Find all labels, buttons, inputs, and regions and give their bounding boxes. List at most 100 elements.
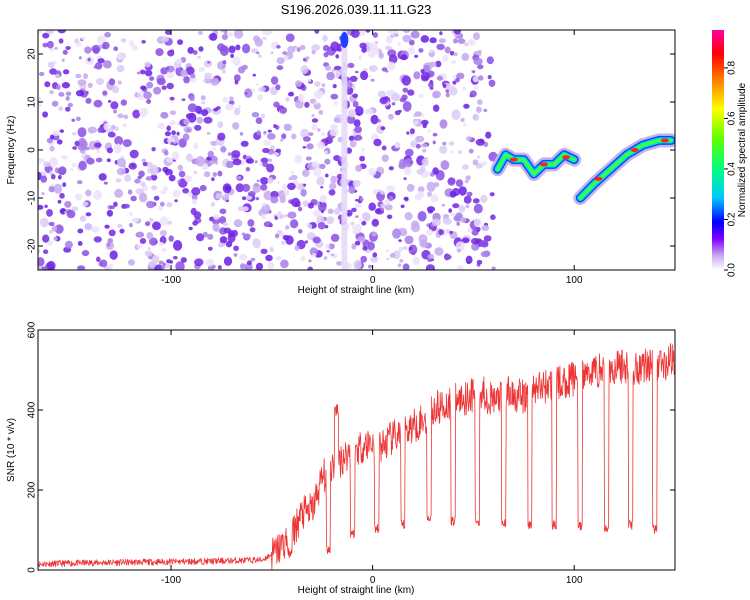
noise-speck	[449, 86, 458, 96]
noise-speck	[287, 46, 296, 53]
spectrogram-signal-track	[490, 133, 675, 205]
noise-speck	[417, 186, 425, 193]
noise-speck	[463, 103, 470, 109]
noise-speck	[223, 256, 233, 266]
noise-speck	[177, 164, 183, 171]
noise-speck	[64, 240, 73, 249]
noise-speck	[311, 49, 316, 55]
noise-speck	[462, 122, 467, 127]
noise-speck	[404, 148, 414, 157]
noise-speck	[333, 117, 341, 123]
noise-speck	[262, 161, 269, 168]
noise-speck	[114, 126, 120, 131]
noise-speck	[48, 157, 58, 168]
noise-speck	[362, 212, 371, 222]
noise-speck	[289, 219, 299, 229]
noise-speck	[103, 181, 108, 185]
noise-speck	[138, 192, 148, 203]
noise-speck	[269, 247, 274, 252]
noise-speck	[76, 116, 81, 122]
noise-speck	[294, 245, 300, 251]
noise-speck	[96, 256, 101, 263]
track-core	[578, 138, 673, 200]
noise-speck	[180, 69, 188, 78]
noise-speck	[388, 54, 398, 64]
noise-speck	[476, 226, 481, 232]
y-tick-label: 10	[27, 96, 38, 108]
noise-speck	[461, 52, 470, 61]
noise-speck	[116, 65, 125, 73]
noise-speck	[235, 44, 241, 51]
noise-speck	[311, 44, 321, 51]
noise-speck	[281, 240, 285, 245]
noise-speck	[402, 263, 410, 270]
noise-speck	[299, 44, 306, 51]
noise-speck	[232, 56, 241, 66]
noise-speck	[421, 119, 429, 126]
noise-speck	[281, 133, 287, 140]
noise-speck	[298, 229, 303, 234]
noise-speck	[40, 158, 45, 163]
noise-speck	[177, 39, 184, 45]
noise-speck	[39, 217, 49, 228]
y-tick-label: 20	[27, 48, 38, 60]
noise-speck	[472, 198, 480, 204]
noise-speck	[144, 61, 152, 68]
noise-speck	[441, 204, 445, 207]
noise-speck	[368, 52, 376, 58]
noise-speck	[398, 239, 402, 243]
noise-speck	[307, 266, 313, 270]
noise-speck	[360, 70, 369, 81]
noise-speck	[258, 86, 266, 92]
noise-speck	[182, 133, 190, 141]
noise-speck	[198, 30, 203, 35]
noise-speck	[249, 227, 256, 233]
noise-speck	[326, 71, 335, 81]
noise-speck	[140, 181, 146, 187]
noise-speck	[279, 106, 288, 114]
noise-speck	[198, 46, 204, 52]
noise-speck	[123, 114, 129, 120]
noise-speck	[422, 148, 427, 153]
noise-speck	[193, 211, 202, 220]
spectrogram-x-ticks: -100 0 100	[161, 30, 583, 286]
noise-speck	[241, 232, 246, 236]
noise-speck	[448, 141, 455, 146]
hot-spot	[630, 148, 639, 152]
noise-speck	[353, 223, 363, 233]
noise-speck	[235, 183, 245, 193]
noise-speck	[352, 139, 357, 143]
noise-speck	[166, 82, 174, 90]
noise-speck	[465, 255, 473, 264]
noise-speck	[244, 92, 248, 95]
noise-speck	[212, 172, 217, 177]
noise-speck	[114, 188, 124, 198]
noise-speck	[104, 224, 110, 229]
noise-speck	[416, 191, 425, 199]
noise-speck	[110, 101, 119, 110]
noise-speck	[106, 158, 111, 163]
noise-speck	[75, 73, 82, 79]
noise-speck	[161, 85, 167, 90]
noise-speck	[276, 181, 281, 185]
noise-speck	[481, 224, 490, 232]
noise-speck	[65, 96, 70, 101]
hot-spot	[562, 155, 571, 160]
noise-speck	[240, 140, 249, 147]
noise-speck	[131, 45, 138, 51]
noise-speck	[473, 32, 480, 41]
spectrogram-y-ticks: -20 -10 0 10 20	[27, 48, 675, 253]
noise-speck	[204, 72, 213, 80]
noise-speck	[380, 126, 386, 131]
noise-speck	[456, 221, 461, 226]
noise-speck	[390, 92, 400, 102]
noise-speck	[176, 131, 180, 136]
noise-speck	[298, 206, 303, 212]
noise-speck	[394, 110, 401, 116]
noise-speck	[320, 201, 327, 208]
noise-speck	[414, 111, 423, 117]
noise-speck	[209, 160, 215, 165]
noise-speck	[92, 47, 100, 54]
noise-speck	[260, 157, 269, 164]
noise-speck	[369, 42, 379, 51]
